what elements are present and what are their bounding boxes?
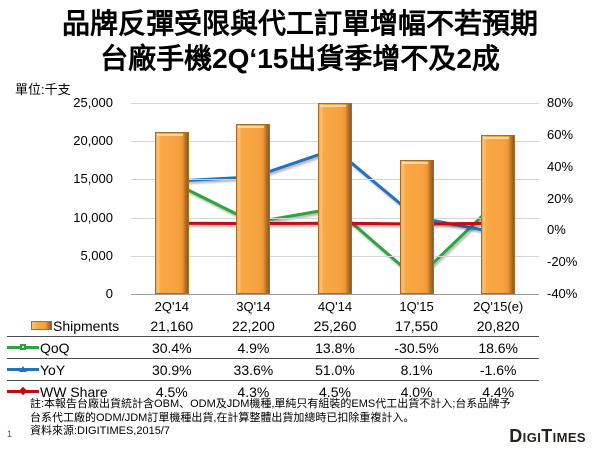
cell-value: 4.3% xyxy=(237,383,270,400)
cell-value: 4.9% xyxy=(237,339,270,356)
chart-title-line1: 品牌反彈受限與代工訂單增幅不若預期 xyxy=(61,8,538,39)
cell-value: 4.5% xyxy=(319,383,351,400)
bar-shipments xyxy=(154,132,189,294)
y-axis-label-right: 40% xyxy=(547,158,574,174)
legend-key-line-icon xyxy=(7,366,39,372)
y-axis-label-left: 5,000 xyxy=(80,247,113,263)
bar-shipments xyxy=(318,103,352,294)
y-axis-label-right: 20% xyxy=(547,190,574,206)
x-axis-label: 4Q'14 xyxy=(317,299,353,314)
x-axis-line xyxy=(131,294,539,295)
legend-key-line-icon xyxy=(7,344,39,350)
y-axis-label-right: 60% xyxy=(547,126,574,142)
cell-value: 4.0% xyxy=(400,383,433,400)
cell-value: 20,820 xyxy=(476,317,520,334)
y-axis-label-left: 10,000 xyxy=(73,209,113,225)
cell-value: 51.0% xyxy=(315,361,355,378)
cell-value: 4.4% xyxy=(482,383,515,400)
data-table: 2Q'14 3Q'14 4Q'14 1Q'15 2Q'15(e) Shipments 21,… xyxy=(7,298,539,402)
x-axis-labels-row: 2Q'14 3Q'14 4Q'14 1Q'15 2Q'15(e) xyxy=(7,298,539,315)
x-axis-label: 2Q'14 xyxy=(154,299,189,314)
cell-value: 30.4% xyxy=(151,339,192,356)
row-label: WW Share xyxy=(40,383,108,400)
legend-ww-share: WW Share xyxy=(7,384,131,400)
source-note: 資料來源:DIGITIMES,2015/7 xyxy=(30,425,170,437)
table-row: YoY 30.9% 33.6% 51.0% 8.1% -1.6% xyxy=(7,358,539,380)
y-axis-label-right: 0% xyxy=(547,222,566,238)
chart-title: 品牌反彈受限與代工訂單增幅不若預期 台廠手機2Q‘15出貨季增不及2成 xyxy=(0,6,600,76)
y-axis-label-left: 0 xyxy=(105,286,113,301)
y-axis-label-right: -20% xyxy=(547,254,578,270)
row-label: Shipments xyxy=(53,317,120,334)
bar-shipments xyxy=(399,159,434,294)
page-number: 1 xyxy=(7,429,13,439)
legend-key-bar-icon xyxy=(31,321,52,330)
cell-value: 30.9% xyxy=(151,361,192,378)
y-axis-label-right: 80% xyxy=(547,95,574,110)
x-axis-label: 1Q'15 xyxy=(399,299,434,314)
unit-label: 單位:千支 xyxy=(15,82,71,97)
table-row: QoQ 30.4% 4.9% 13.8% -30.5% 18.6% xyxy=(7,336,539,358)
square-marker-icon xyxy=(20,344,26,350)
table-row: Shipments 21,160 22,200 25,260 17,550 20,820 xyxy=(7,315,539,336)
cell-value: 21,160 xyxy=(150,317,194,334)
triangle-marker-icon xyxy=(19,366,27,372)
cell-value: 17,550 xyxy=(395,317,438,334)
cell-value: 22,200 xyxy=(231,317,275,334)
y-axis-label-left: 20,000 xyxy=(73,133,113,149)
table-row: WW Share 4.5% 4.3% 4.5% 4.0% 4.4% xyxy=(7,380,539,402)
row-label: YoY xyxy=(40,361,66,378)
y-axis-label-left: 15,000 xyxy=(73,171,113,187)
x-axis-label: 3Q'14 xyxy=(236,299,271,314)
cell-value: 25,260 xyxy=(313,317,357,334)
legend-key-line-icon xyxy=(7,386,39,396)
legend-shipments: Shipments xyxy=(7,318,131,334)
cell-value: 4.5% xyxy=(155,383,188,400)
chart-title-line2: 台廠手機2Q‘15出貨季增不及2成 xyxy=(100,43,500,74)
digitimes-logo: DigiTimes xyxy=(509,425,586,447)
row-label: QoQ xyxy=(40,339,70,356)
cell-value: -30.5% xyxy=(394,339,439,356)
cell-value: 8.1% xyxy=(400,361,433,378)
bar-shipments xyxy=(481,134,516,294)
legend-qoq: QoQ xyxy=(7,340,131,356)
cell-value: 33.6% xyxy=(233,361,274,378)
diamond-marker-icon xyxy=(18,386,28,396)
footnote-line1: 註:本報告台廠出貨統計含OBM、ODM及JDM機種,單純只有組裝的EMS代工出貨… xyxy=(30,398,511,410)
y-axis-label-left: 25,000 xyxy=(73,95,113,110)
cell-value: 13.8% xyxy=(315,339,355,356)
y-axis-label-right: -40% xyxy=(547,286,578,301)
x-axis-label: 2Q'15(e) xyxy=(473,299,524,314)
footnote: 註:本報告台廠出貨統計含OBM、ODM及JDM機種,單純只有組裝的EMS代工出貨… xyxy=(30,398,575,439)
cell-value: 18.6% xyxy=(478,339,519,356)
bar-shipments xyxy=(236,124,271,294)
footnote-line2: 台系代工廠的ODM/JDM訂單機種出貨,在計算整體出貨加總時已扣除重複計入。 xyxy=(30,411,415,424)
legend-yoy: YoY xyxy=(7,362,131,378)
cell-value: -1.6% xyxy=(479,361,517,378)
